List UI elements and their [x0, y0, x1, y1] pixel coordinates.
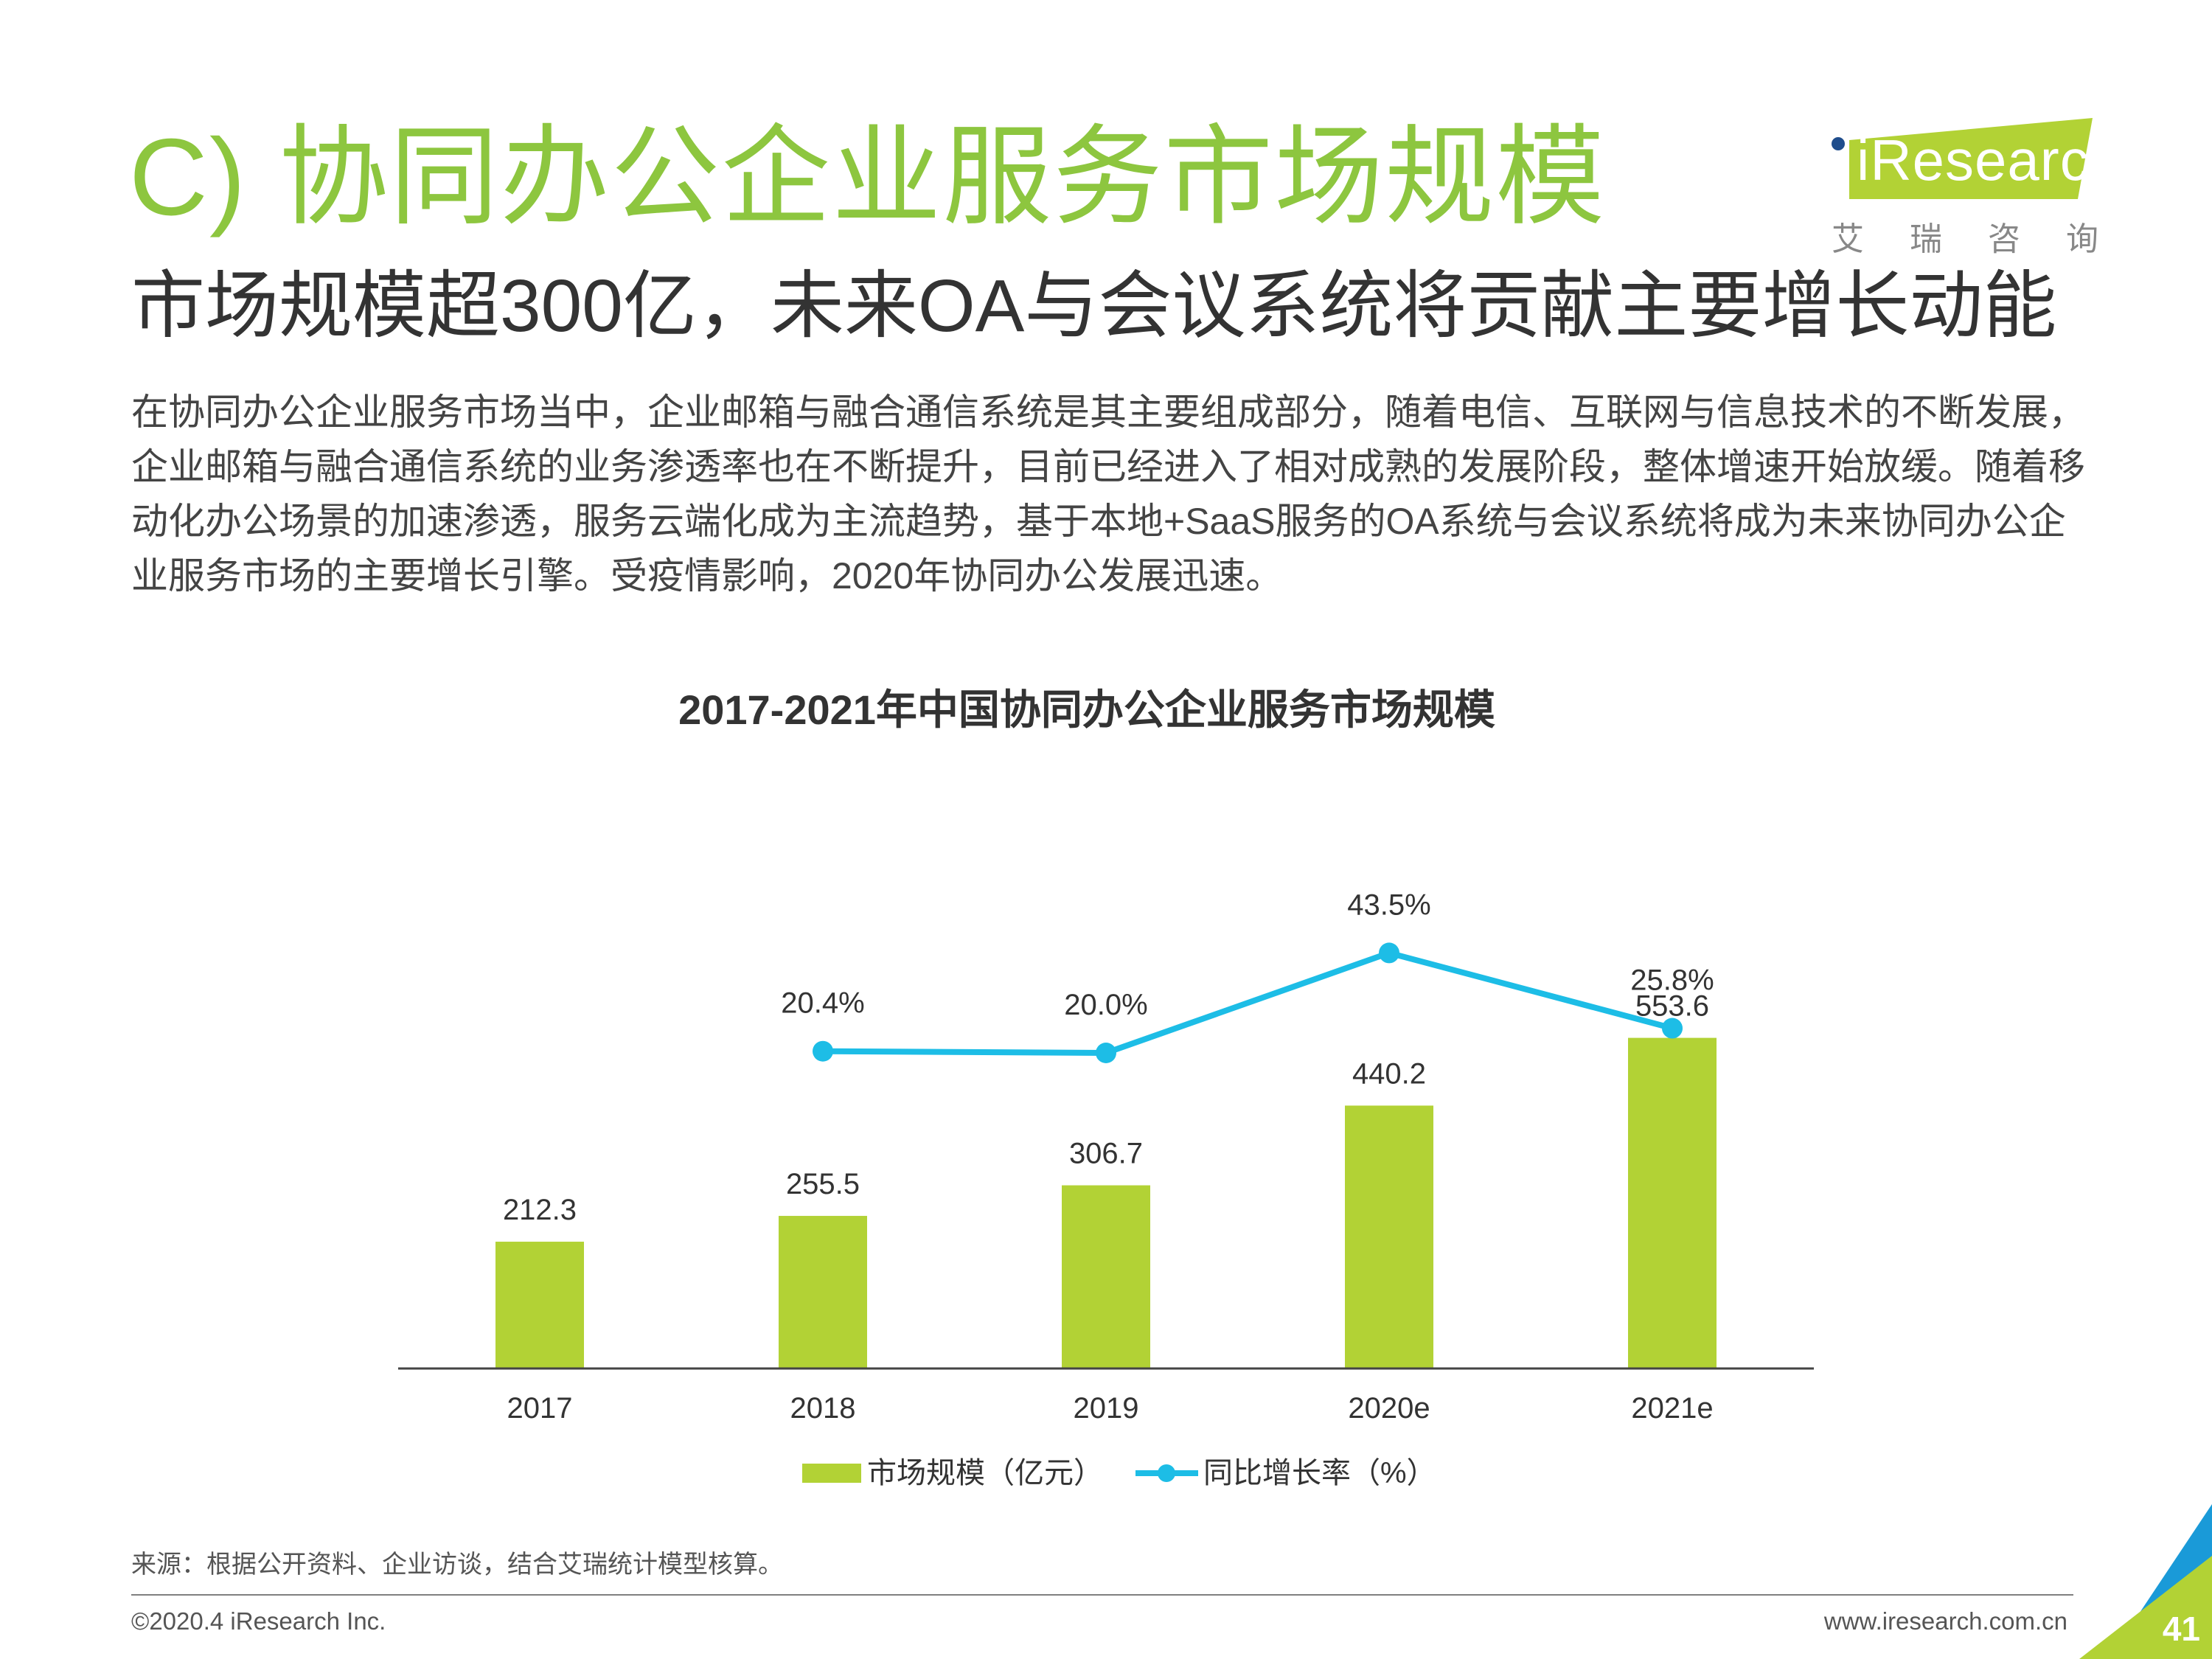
legend-line-label: 同比增长率（%）	[1203, 1457, 1436, 1489]
body-line: 业服务市场的主要增长引擎。受疫情影响，2020年协同办公发展迅速。	[131, 555, 1283, 597]
x-tick-label: 2018	[790, 1392, 856, 1425]
x-axis-ticks: 2017 2018 2019 2020e 2021e	[507, 1392, 1714, 1425]
body-line: 在协同办公企业服务市场当中，企业邮箱与融合通信系统是其主要组成部分，随着电信、互…	[131, 392, 2085, 433]
legend-bar-swatch	[802, 1464, 861, 1483]
bar-value-label: 553.6	[1635, 990, 1709, 1023]
market-size-chart: 2017-2021年中国协同办公企业服务市场规模 212.3 255.5 306.7…	[398, 686, 1814, 1489]
body-line: 企业邮箱与融合通信系统的业务渗透率也在不断提升，目前已经进入了相对成熟的发展阶段…	[131, 446, 2085, 487]
corner-green-shape	[2079, 1556, 2212, 1659]
growth-rate-label: 43.5%	[1347, 888, 1430, 921]
growth-rate-series: 20.4% 20.0% 43.5% 25.8%	[781, 888, 1714, 1063]
x-tick-label: 2019	[1074, 1392, 1139, 1425]
body-line: 动化办公场景的加速渗透，服务云端化成为主流趋势，基于本地+SaaS服务的OA系统…	[131, 501, 2066, 542]
logo-brand-shape	[1849, 118, 2093, 199]
legend-line-marker	[1158, 1464, 1175, 1482]
page-title: C) 协同办公企业服务市场规模	[129, 116, 1607, 238]
bar	[1345, 1105, 1433, 1368]
bar	[779, 1216, 867, 1368]
x-tick-label: 2021e	[1631, 1392, 1713, 1425]
logo-brand-text: iResearch	[1857, 128, 2123, 192]
growth-rate-label: 20.4%	[781, 987, 864, 1020]
website-link[interactable]: www.iresearch.com.cn	[1823, 1607, 2067, 1635]
page-number: 41	[2162, 1610, 2200, 1648]
bar	[1062, 1185, 1150, 1368]
copyright-text: ©2020.4 iResearch Inc.	[131, 1607, 386, 1635]
x-tick-label: 2020e	[1348, 1392, 1430, 1425]
growth-rate-line	[822, 950, 1674, 1056]
bar-value-label: 440.2	[1352, 1057, 1426, 1090]
chart-title: 2017-2021年中国协同办公企业服务市场规模	[678, 686, 1495, 733]
growth-rate-label: 20.0%	[1064, 989, 1147, 1021]
bar-value-label: 212.3	[503, 1194, 577, 1226]
legend-bar-label: 市场规模（亿元）	[867, 1457, 1103, 1489]
source-note: 来源：根据公开资料、企业访谈，结合艾瑞统计模型核算。	[131, 1551, 783, 1579]
bar	[495, 1242, 584, 1368]
growth-rate-point	[813, 1040, 833, 1062]
bar-series: 212.3 255.5 306.7 440.2 553.6	[495, 990, 1717, 1368]
page-subtitle: 市场规模超300亿，未来OA与会议系统将贡献主要增长动能	[131, 265, 2057, 347]
body-paragraph: 在协同办公企业服务市场当中，企业邮箱与融合通信系统是其主要组成部分，随着电信、互…	[131, 385, 2107, 603]
bar-value-label: 306.7	[1069, 1138, 1143, 1170]
growth-rate-point	[1662, 1018, 1683, 1039]
logo-chinese-name: 艾瑞咨询	[1832, 221, 2144, 257]
logo-dot-icon	[1832, 137, 1845, 150]
growth-rate-label: 25.8%	[1630, 964, 1714, 997]
chart-legend: 市场规模（亿元） 同比增长率（%）	[802, 1457, 1436, 1489]
footer-divider	[131, 1594, 2073, 1596]
bar	[1628, 1037, 1717, 1368]
corner-decoration	[2079, 1504, 2212, 1659]
iresearch-logo: iResearch 艾瑞咨询	[1827, 118, 2121, 257]
x-tick-label: 2017	[507, 1392, 573, 1425]
growth-rate-point	[1379, 942, 1399, 964]
bar-value-label: 255.5	[786, 1168, 860, 1200]
growth-rate-point	[1096, 1043, 1116, 1063]
